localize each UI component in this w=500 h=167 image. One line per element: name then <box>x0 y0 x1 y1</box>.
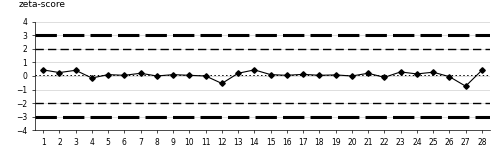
Text: zeta-score: zeta-score <box>19 0 66 9</box>
